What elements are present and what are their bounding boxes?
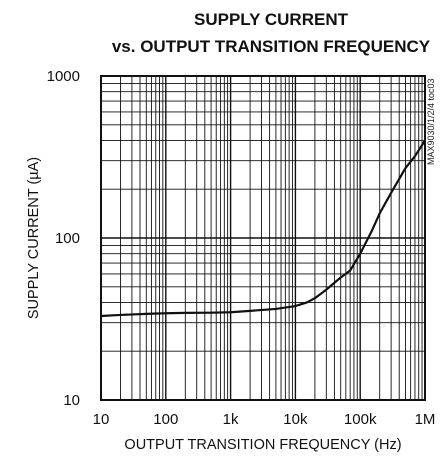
- part-number-note: MAX9030/1/2/4 toc03: [426, 78, 436, 165]
- y-tick-label: 1000: [47, 68, 80, 85]
- y-axis-label: SUPPLY CURRENT (µA): [26, 157, 42, 319]
- chart-title-line-1: SUPPLY CURRENT: [194, 10, 349, 29]
- x-tick-label: 10: [93, 411, 110, 428]
- x-tick-label: 100: [153, 411, 178, 428]
- x-tick-label: 1k: [223, 411, 239, 428]
- y-tick-label: 10: [63, 392, 80, 409]
- x-tick-label: 1M: [415, 411, 436, 428]
- series-line: [100, 139, 426, 318]
- x-axis-label: OUTPUT TRANSITION FREQUENCY (Hz): [124, 437, 401, 453]
- y-tick-label: 100: [55, 230, 80, 247]
- chart-title-line-2: vs. OUTPUT TRANSITION FREQUENCY: [112, 37, 431, 56]
- plot-frame: [100, 75, 426, 401]
- x-tick-label: 10k: [283, 411, 308, 428]
- tick-labels: 10 100 1k 10k 100k 1M 10 100 1000: [47, 68, 436, 428]
- x-tick-label: 100k: [344, 411, 377, 428]
- grid: [100, 76, 425, 401]
